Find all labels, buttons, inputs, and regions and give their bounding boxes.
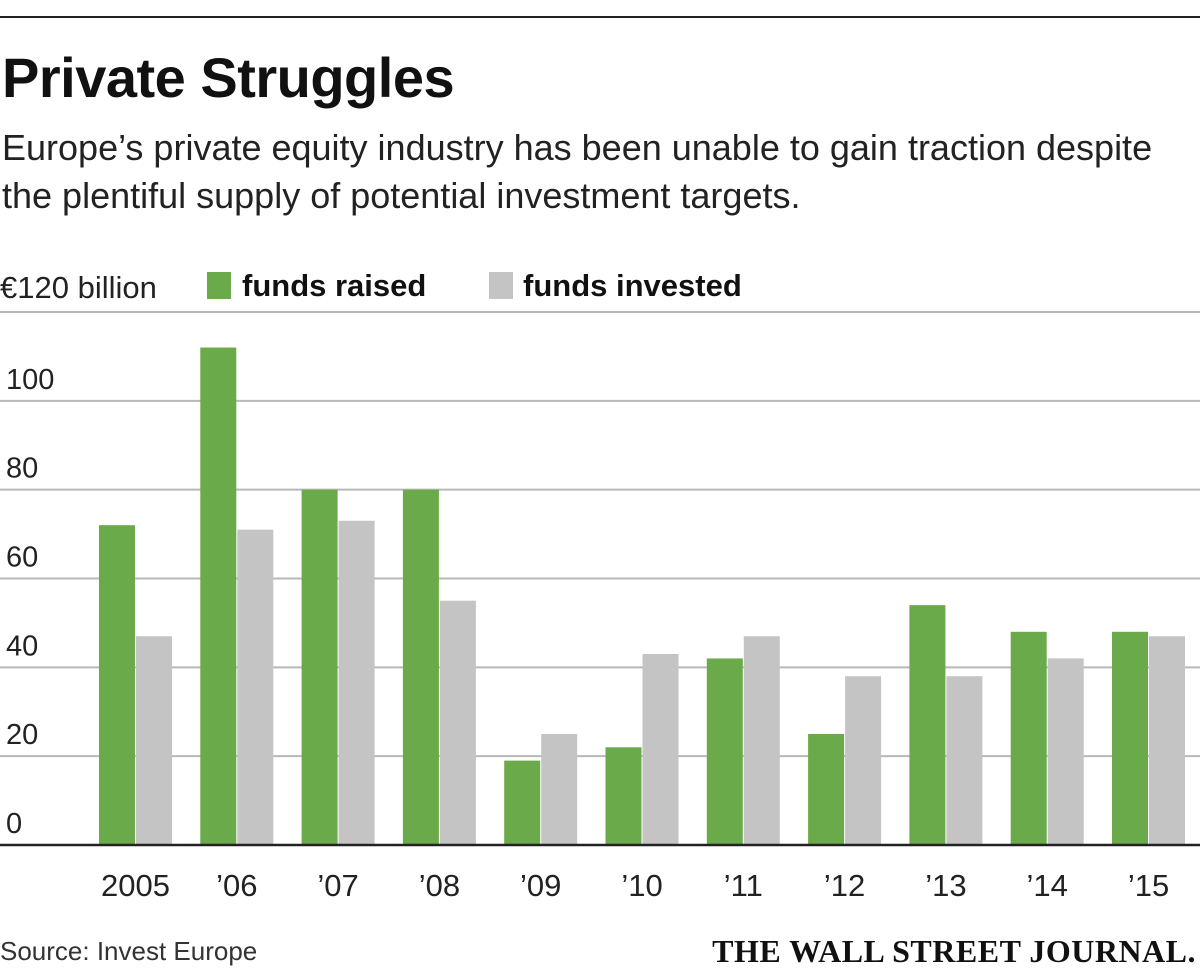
x-tick-label: ’09 [520,868,561,903]
legend: €120 billion funds raised funds invested [0,268,742,305]
bar-funds-raised [99,525,135,845]
x-tick-label: ’10 [621,868,662,903]
x-tick-label: ’08 [419,868,460,903]
bar-funds-raised [706,658,743,845]
legend-swatch-funds-raised [207,272,231,299]
x-tick-label: ’12 [824,868,865,903]
bar-funds-raised [402,489,439,845]
bar-funds-raised [200,347,237,845]
legend-swatch-funds-invested [489,272,513,299]
bar-funds-raised [1010,631,1047,845]
bar-funds-raised [301,489,338,845]
bars [99,347,1185,845]
x-tick-label: 2005 [101,868,170,903]
x-tick-label: ’07 [317,868,358,903]
source-note: Source: Invest Europe [0,936,258,966]
bar-funds-invested [845,676,882,845]
bar-funds-invested [1047,658,1084,845]
bar-funds-raised [504,760,541,845]
chart-subtitle: Europe’s private equity industry has bee… [2,127,1153,216]
axes: 0 20 40 60 80 100 2005 ’06 ’07 ’08 ’09 ’10 ’11 ’12 ’13… [0,364,1200,903]
top-rule [0,16,1200,18]
y-tick-label: 60 [6,542,38,574]
x-tick-label: ’06 [216,868,257,903]
legend-label-funds-invested: funds invested [523,268,742,303]
y-tick-label: 0 [6,808,22,840]
gridlines [0,311,1200,758]
bar-funds-invested [946,676,983,845]
chart-title: Private Struggles [2,46,455,109]
x-tick-label: ’13 [925,868,966,903]
x-tick-label: ’15 [1128,868,1169,903]
bar-funds-raised [909,605,946,845]
x-tick-label: ’14 [1027,868,1068,903]
x-tick-label: ’11 [724,868,763,903]
bar-funds-invested [439,600,476,845]
bar-funds-invested [1149,636,1185,845]
bar-chart: 0 20 40 60 80 100 2005 ’06 ’07 ’08 ’09 ’10 ’11 ’12 ’13… [0,268,1200,903]
bar-funds-raised [808,733,845,845]
y-tick-label: 40 [6,630,38,662]
bar-funds-invested [642,654,679,845]
legend-label-funds-raised: funds raised [242,268,426,303]
bar-funds-invested [136,636,172,845]
wsj-logo: THE WALL STREET JOURNAL. [712,933,1196,969]
bar-funds-invested [743,636,780,845]
bar-funds-invested [541,733,578,845]
y-tick-label: 20 [6,719,38,751]
y-axis-unit-label: €120 billion [0,270,157,305]
bar-funds-raised [1112,631,1148,845]
y-tick-label: 100 [6,364,54,396]
y-tick-label: 80 [6,453,38,485]
bar-funds-invested [237,529,274,845]
bar-funds-invested [338,520,375,845]
bar-funds-raised [605,747,642,845]
